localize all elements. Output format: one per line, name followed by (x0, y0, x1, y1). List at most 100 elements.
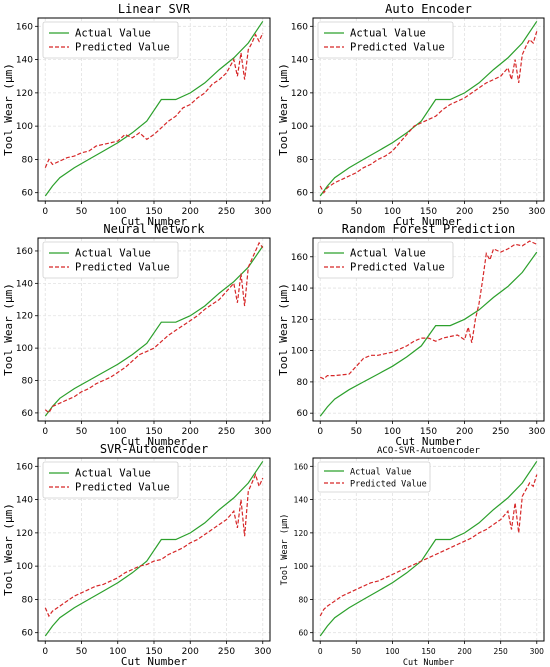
legend-entry: Predicted Value (75, 42, 170, 54)
x-tick-label: 300 (530, 647, 545, 656)
legend-box (42, 21, 179, 59)
chart-panel-6: 0 50 100 150 200 250 300 60 80 100 120 140 160 ACO-SV… (280, 446, 545, 667)
x-tick-label: 300 (254, 427, 271, 437)
chart-title: Random Forest Prediction (342, 222, 515, 236)
legend-entry: Predicted Value (350, 42, 445, 54)
y-tick-label: 60 (22, 189, 34, 199)
predicted-value-line (44, 241, 264, 414)
legend-box (317, 21, 454, 59)
x-tick-label: 0 (42, 427, 48, 437)
predicted-value-line (319, 31, 538, 194)
x-axis-label: Cut Number (395, 215, 462, 228)
legend-box (317, 461, 431, 493)
x-tick-label: 200 (457, 647, 472, 656)
x-tick-label: 250 (218, 647, 235, 657)
legend-entry: Actual Value (350, 468, 411, 478)
x-tick-label: 200 (456, 207, 473, 217)
legend-entry: Actual Value (350, 28, 426, 40)
y-tick-label: 60 (297, 189, 309, 199)
actual-value-line (319, 20, 538, 197)
x-tick-label: 250 (218, 207, 235, 217)
y-tick-label: 160 (291, 253, 308, 263)
y-tick-label: 140 (16, 56, 33, 66)
y-tick-label: 100 (294, 562, 309, 571)
y-tick-label: 140 (291, 284, 308, 294)
x-tick-label: 50 (76, 427, 88, 437)
x-tick-label: 250 (492, 207, 509, 217)
y-tick-label: 60 (297, 409, 309, 419)
y-tick-label: 120 (16, 312, 33, 322)
x-tick-label: 150 (421, 647, 436, 656)
y-tick-label: 100 (16, 122, 33, 132)
y-tick-label: 160 (16, 462, 33, 472)
y-axis-label: Tool Wear (μm) (2, 503, 15, 596)
y-tick-label: 60 (22, 629, 34, 639)
x-tick-label: 300 (528, 207, 545, 217)
legend-box (317, 241, 454, 279)
actual-value-line (44, 245, 264, 417)
predicted-value-line (44, 472, 264, 618)
y-tick-label: 140 (294, 496, 309, 505)
x-tick-label: 250 (492, 427, 509, 437)
x-tick-label: 100 (109, 207, 126, 217)
x-tick-label: 150 (145, 427, 162, 437)
y-tick-label: 120 (16, 89, 33, 99)
y-tick-label: 80 (22, 595, 34, 605)
chart-title: Auto Encoder (385, 2, 472, 16)
y-tick-label: 80 (297, 155, 309, 165)
predicted-value-line (319, 240, 538, 380)
y-tick-label: 80 (22, 155, 34, 165)
y-tick-label: 120 (291, 315, 308, 325)
y-tick-label: 140 (16, 279, 33, 289)
legend-box (42, 461, 179, 499)
predicted-value-line (319, 474, 538, 617)
x-tick-label: 250 (218, 427, 235, 437)
chart-panel-3: 0 50 100 150 200 250 300 60 80 100 120 140 160 Neural… (2, 222, 272, 448)
legend-entry: Actual Value (75, 248, 151, 260)
x-tick-label: 300 (254, 647, 271, 657)
y-tick-label: 80 (297, 378, 309, 388)
x-tick-label: 50 (351, 207, 363, 217)
chart-title: Linear SVR (118, 2, 191, 16)
y-tick-label: 120 (294, 529, 309, 538)
x-axis-label: Cut Number (121, 435, 188, 448)
legend-box (42, 241, 179, 279)
x-tick-label: 150 (145, 647, 162, 657)
y-axis-label: Tool Wear (μm) (280, 514, 290, 586)
y-axis-label: Tool Wear (μm) (277, 283, 290, 376)
x-axis-label: Cut Number (403, 658, 454, 667)
y-axis-label: Tool Wear (μm) (2, 63, 15, 156)
chart-panel-2: 0 50 100 150 200 250 300 60 80 100 120 140 160 Auto E… (277, 2, 546, 228)
x-tick-label: 0 (318, 647, 323, 656)
chart-title: Neural Network (103, 222, 205, 236)
x-tick-label: 200 (182, 427, 199, 437)
legend: Actual Value Predicted Value (42, 461, 179, 499)
actual-value-line (319, 251, 538, 417)
x-axis-label: Cut Number (395, 435, 462, 448)
y-tick-label: 140 (16, 496, 33, 506)
x-tick-label: 150 (145, 207, 162, 217)
y-tick-label: 100 (16, 344, 33, 354)
x-tick-label: 100 (109, 427, 126, 437)
x-tick-label: 250 (494, 647, 509, 656)
y-tick-label: 100 (291, 122, 308, 132)
legend-entry: Predicted Value (350, 262, 445, 274)
x-tick-label: 50 (76, 207, 88, 217)
chart-panel-4: 0 50 100 150 200 250 300 60 80 100 120 140 160 Random… (277, 222, 546, 448)
x-tick-label: 100 (384, 427, 401, 437)
y-tick-label: 80 (22, 377, 34, 387)
x-tick-label: 0 (317, 427, 323, 437)
legend: Actual Value Predicted Value (317, 21, 454, 59)
x-tick-label: 200 (456, 427, 473, 437)
y-tick-label: 100 (291, 347, 308, 357)
predicted-value-line (44, 32, 264, 168)
y-tick-label: 160 (16, 22, 33, 32)
x-tick-label: 100 (385, 647, 400, 656)
legend: Actual Value Predicted Value (317, 241, 454, 279)
y-tick-label: 100 (16, 562, 33, 572)
x-tick-label: 0 (42, 647, 48, 657)
legend-entry: Predicted Value (75, 262, 170, 274)
y-tick-label: 160 (16, 247, 33, 257)
legend-entry: Actual Value (75, 468, 151, 480)
legend-entry: Predicted Value (75, 482, 170, 494)
